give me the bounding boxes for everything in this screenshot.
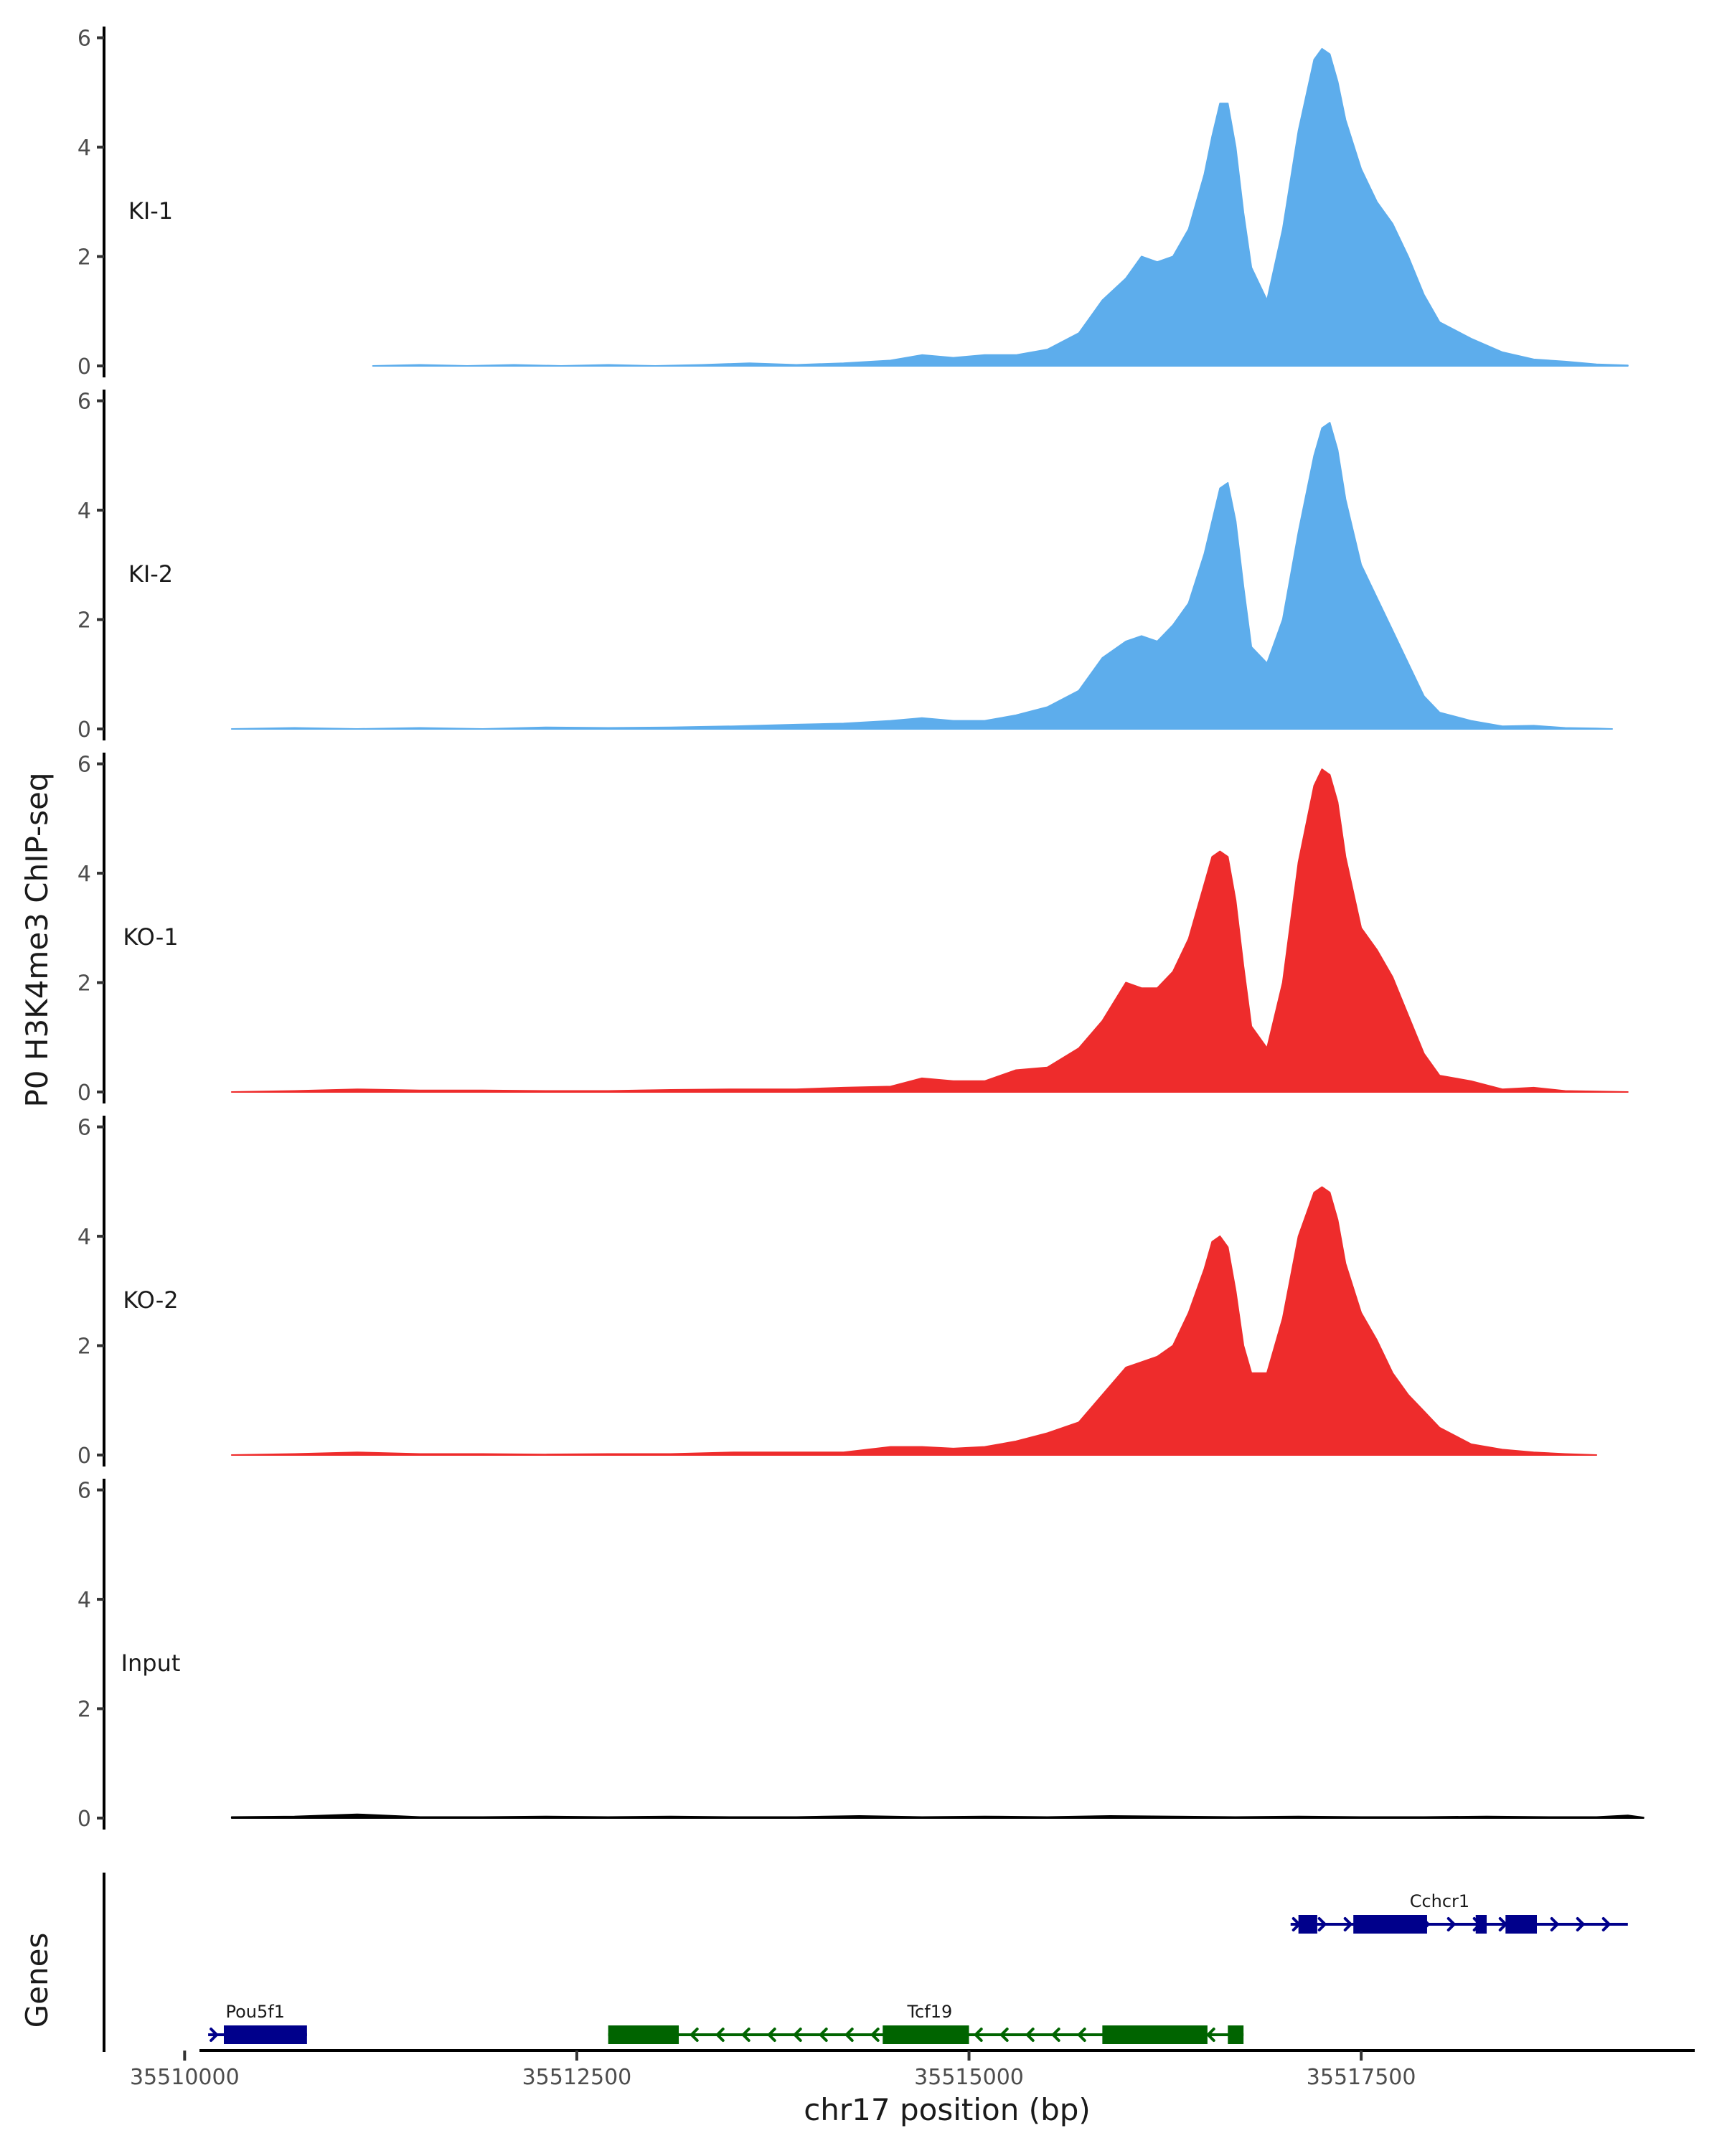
signal-area-ko-2 [230, 1186, 1598, 1456]
x-tick-label-35510000: 35510000 [130, 2065, 240, 2090]
exon-cchcr1-2 [1353, 1915, 1427, 1934]
x-tick-label-35512500: 35512500 [522, 2065, 632, 2090]
track-ko-1: 0 2 4 6 KO-1 [77, 753, 1629, 1106]
gene-cchcr1: Cchcr1 [1290, 1891, 1628, 1934]
y-tick-label-ki-1-2: 2 [77, 245, 91, 270]
track-label-ki-2: KI-2 [128, 560, 173, 588]
y-tick-label-ko-2-0: 0 [77, 1444, 91, 1469]
y-tick-label-input-2: 2 [77, 1698, 91, 1723]
strand-arrow-tcf19 [1051, 2028, 1060, 2042]
y-tick-label-ko-1-4: 4 [77, 862, 91, 887]
y-axis-title: P0 H3K4me3 ChIP-seq [19, 772, 55, 1107]
y-tick-label-ki-1-6: 6 [77, 27, 91, 52]
strand-arrow-tcf19 [844, 2028, 854, 2042]
track-label-ko-1: KO-1 [123, 923, 178, 951]
exon-tcf19-3 [1102, 2025, 1208, 2044]
strand-arrow-tcf19 [741, 2028, 751, 2042]
gene-tcf19: Tcf19 [608, 2002, 1244, 2044]
y-tick-label-ki-2-0: 0 [77, 717, 91, 743]
genes-axes: 35510000 35512500 35515000 35517500 [103, 1873, 1695, 2090]
strand-arrow-tcf19 [819, 2028, 828, 2042]
y-tick-label-input-0: 0 [77, 1807, 91, 1832]
x-tick-label-35517500: 35517500 [1307, 2065, 1416, 2090]
strand-arrow-tcf19 [715, 2028, 725, 2042]
strand-arrow-tcf19 [690, 2028, 699, 2042]
genes-layer: 35510000 35512500 35515000 35517500 Pou5f1 Tc… [103, 1873, 1695, 2090]
strand-arrow-tcf19 [1025, 2028, 1035, 2042]
y-tick-label-ko-2-2: 2 [77, 1334, 91, 1360]
exon-pou5f1-1 [223, 2025, 307, 2044]
strand-arrow-cchcr1 [1576, 1917, 1585, 1931]
y-tick-label-ki-2-4: 4 [77, 499, 91, 524]
exon-cchcr1-1 [1298, 1915, 1317, 1934]
exon-cchcr1-4 [1505, 1915, 1538, 1934]
y-tick-label-input-4: 4 [77, 1588, 91, 1613]
track-input: 0 2 4 6 Input [77, 1479, 1645, 1832]
x-tick-label-35515000: 35515000 [914, 2065, 1024, 2090]
signal-area-ki-1 [372, 47, 1629, 367]
strand-arrow-tcf19 [999, 2028, 1009, 2042]
strand-arrow-cchcr1 [1446, 1917, 1456, 1931]
track-ki-1: 0 2 4 6 KI-1 [77, 27, 1629, 380]
strand-arrow-tcf19 [767, 2028, 776, 2042]
y-tick-label-ko-2-6: 6 [77, 1116, 91, 1141]
strand-arrow-cchcr1 [1343, 1917, 1352, 1931]
strand-arrow-pou5f1 [210, 2028, 219, 2042]
gene-label-tcf19: Tcf19 [906, 2002, 952, 2022]
exon-tcf19-2 [883, 2025, 969, 2044]
genes-axis-title: Genes [19, 1933, 55, 2028]
exon-tcf19-1 [608, 2025, 679, 2044]
strand-arrow-tcf19 [1077, 2028, 1086, 2042]
track-ko-2: 0 2 4 6 KO-2 [77, 1116, 1598, 1469]
gene-label-cchcr1: Cchcr1 [1410, 1891, 1470, 1911]
y-tick-label-ki-2-6: 6 [77, 390, 91, 415]
y-tick-label-ki-1-4: 4 [77, 136, 91, 161]
gene-label-pou5f1: Pou5f1 [225, 2002, 285, 2022]
strand-arrow-cchcr1 [1601, 1917, 1611, 1931]
strand-arrow-tcf19 [793, 2028, 802, 2042]
y-tick-label-input-6: 6 [77, 1479, 91, 1504]
strand-arrow-cchcr1 [1317, 1917, 1327, 1931]
track-label-ko-2: KO-2 [123, 1286, 178, 1314]
gene-pou5f1: Pou5f1 [208, 2002, 307, 2044]
track-label-input: Input [121, 1649, 181, 1677]
exon-tcf19-4 [1228, 2025, 1244, 2044]
y-tick-label-ko-1-2: 2 [77, 971, 91, 997]
y-tick-label-ko-2-4: 4 [77, 1225, 91, 1250]
y-tick-label-ko-1-6: 6 [77, 753, 91, 778]
track-ki-2: 0 2 4 6 KI-2 [77, 390, 1613, 743]
y-tick-label-ko-1-0: 0 [77, 1081, 91, 1106]
signal-area-input [230, 1813, 1645, 1819]
x-axis-title: chr17 position (bp) [804, 2092, 1091, 2127]
strand-arrow-tcf19 [870, 2028, 880, 2042]
y-tick-label-ki-1-0: 0 [77, 354, 91, 380]
signal-area-ki-2 [230, 422, 1613, 730]
signal-area-ko-1 [230, 768, 1629, 1093]
exon-cchcr1-3 [1475, 1915, 1487, 1934]
track-label-ki-1: KI-1 [128, 197, 173, 225]
tracks-layer: 0 2 4 6 KI-1 0 2 4 6 KI-2 0 2 4 6 KO-1 0 2 4 6 KO-2 0 2 4 6 Inpu… [77, 27, 1645, 1832]
strand-arrow-cchcr1 [1550, 1917, 1559, 1931]
strand-arrow-tcf19 [1206, 2028, 1215, 2042]
strand-arrow-tcf19 [974, 2028, 983, 2042]
y-tick-label-ki-2-2: 2 [77, 608, 91, 634]
